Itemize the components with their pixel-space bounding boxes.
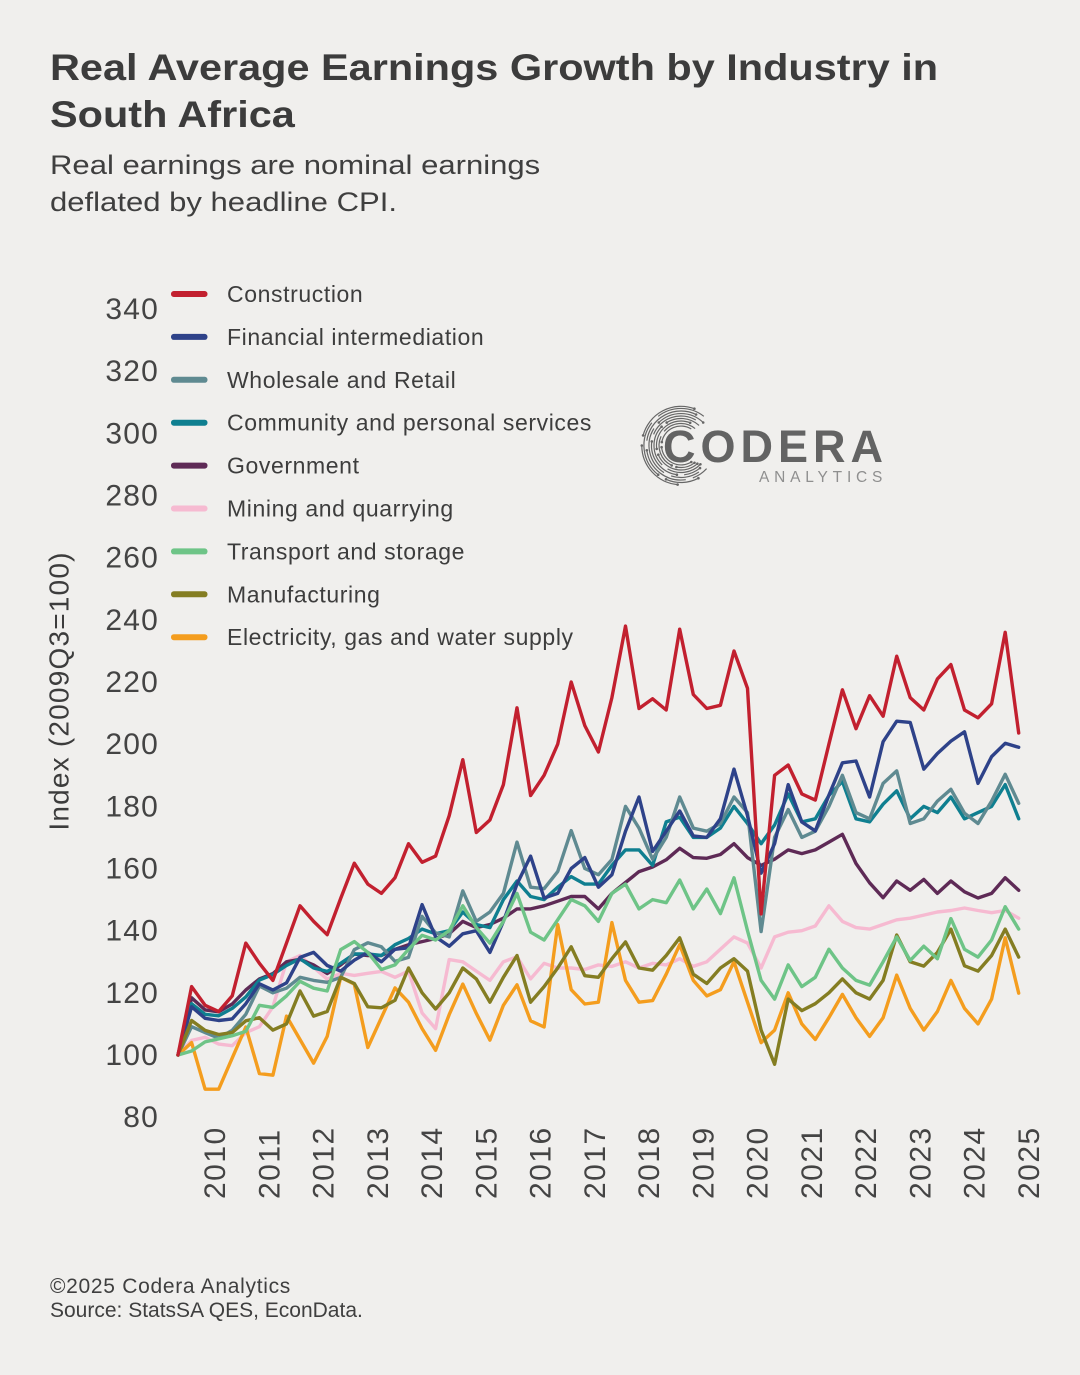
svg-text:2012: 2012 [308, 1126, 341, 1199]
svg-text:2023: 2023 [904, 1126, 937, 1199]
svg-text:2017: 2017 [579, 1126, 612, 1199]
svg-text:80: 80 [123, 1101, 159, 1134]
svg-text:2020: 2020 [742, 1126, 775, 1199]
svg-text:2013: 2013 [362, 1126, 395, 1199]
svg-text:200: 200 [105, 728, 159, 761]
svg-text:Electricity, gas and water sup: Electricity, gas and water supply [227, 624, 574, 650]
svg-text:180: 180 [105, 790, 159, 823]
svg-text:100: 100 [105, 1039, 159, 1072]
svg-text:2021: 2021 [796, 1126, 829, 1199]
svg-text:Manufacturing: Manufacturing [227, 581, 381, 607]
svg-text:140: 140 [105, 915, 159, 948]
svg-text:Construction: Construction [227, 281, 363, 307]
svg-text:2014: 2014 [416, 1126, 449, 1199]
svg-text:Index (2009Q3=100): Index (2009Q3=100) [44, 551, 75, 830]
svg-text:ANALYTICS: ANALYTICS [759, 469, 887, 486]
svg-text:2019: 2019 [687, 1126, 720, 1199]
svg-text:Community and personal service: Community and personal services [227, 410, 592, 436]
svg-text:2015: 2015 [470, 1126, 503, 1199]
svg-text:2022: 2022 [850, 1126, 883, 1199]
svg-text:2025: 2025 [1013, 1126, 1046, 1199]
svg-text:CODERA: CODERA [663, 421, 888, 472]
svg-text:260: 260 [105, 542, 159, 575]
svg-text:Government: Government [227, 453, 360, 479]
svg-text:2010: 2010 [199, 1126, 232, 1199]
svg-text:240: 240 [105, 604, 159, 637]
svg-text:2024: 2024 [959, 1126, 992, 1199]
svg-text:300: 300 [105, 417, 159, 450]
svg-text:220: 220 [105, 666, 159, 699]
svg-text:Financial intermediation: Financial intermediation [227, 324, 484, 350]
svg-text:280: 280 [105, 480, 159, 513]
svg-text:Wholesale and Retail: Wholesale and Retail [227, 367, 456, 393]
svg-text:2018: 2018 [633, 1126, 666, 1199]
svg-text:320: 320 [105, 355, 159, 388]
svg-text:Mining and quarrying: Mining and quarrying [227, 496, 454, 522]
svg-text:160: 160 [105, 853, 159, 886]
svg-text:Transport and storage: Transport and storage [227, 538, 465, 564]
svg-text:2011: 2011 [253, 1128, 286, 1199]
svg-text:340: 340 [105, 293, 159, 326]
svg-text:120: 120 [105, 977, 159, 1010]
svg-text:2016: 2016 [525, 1126, 558, 1199]
